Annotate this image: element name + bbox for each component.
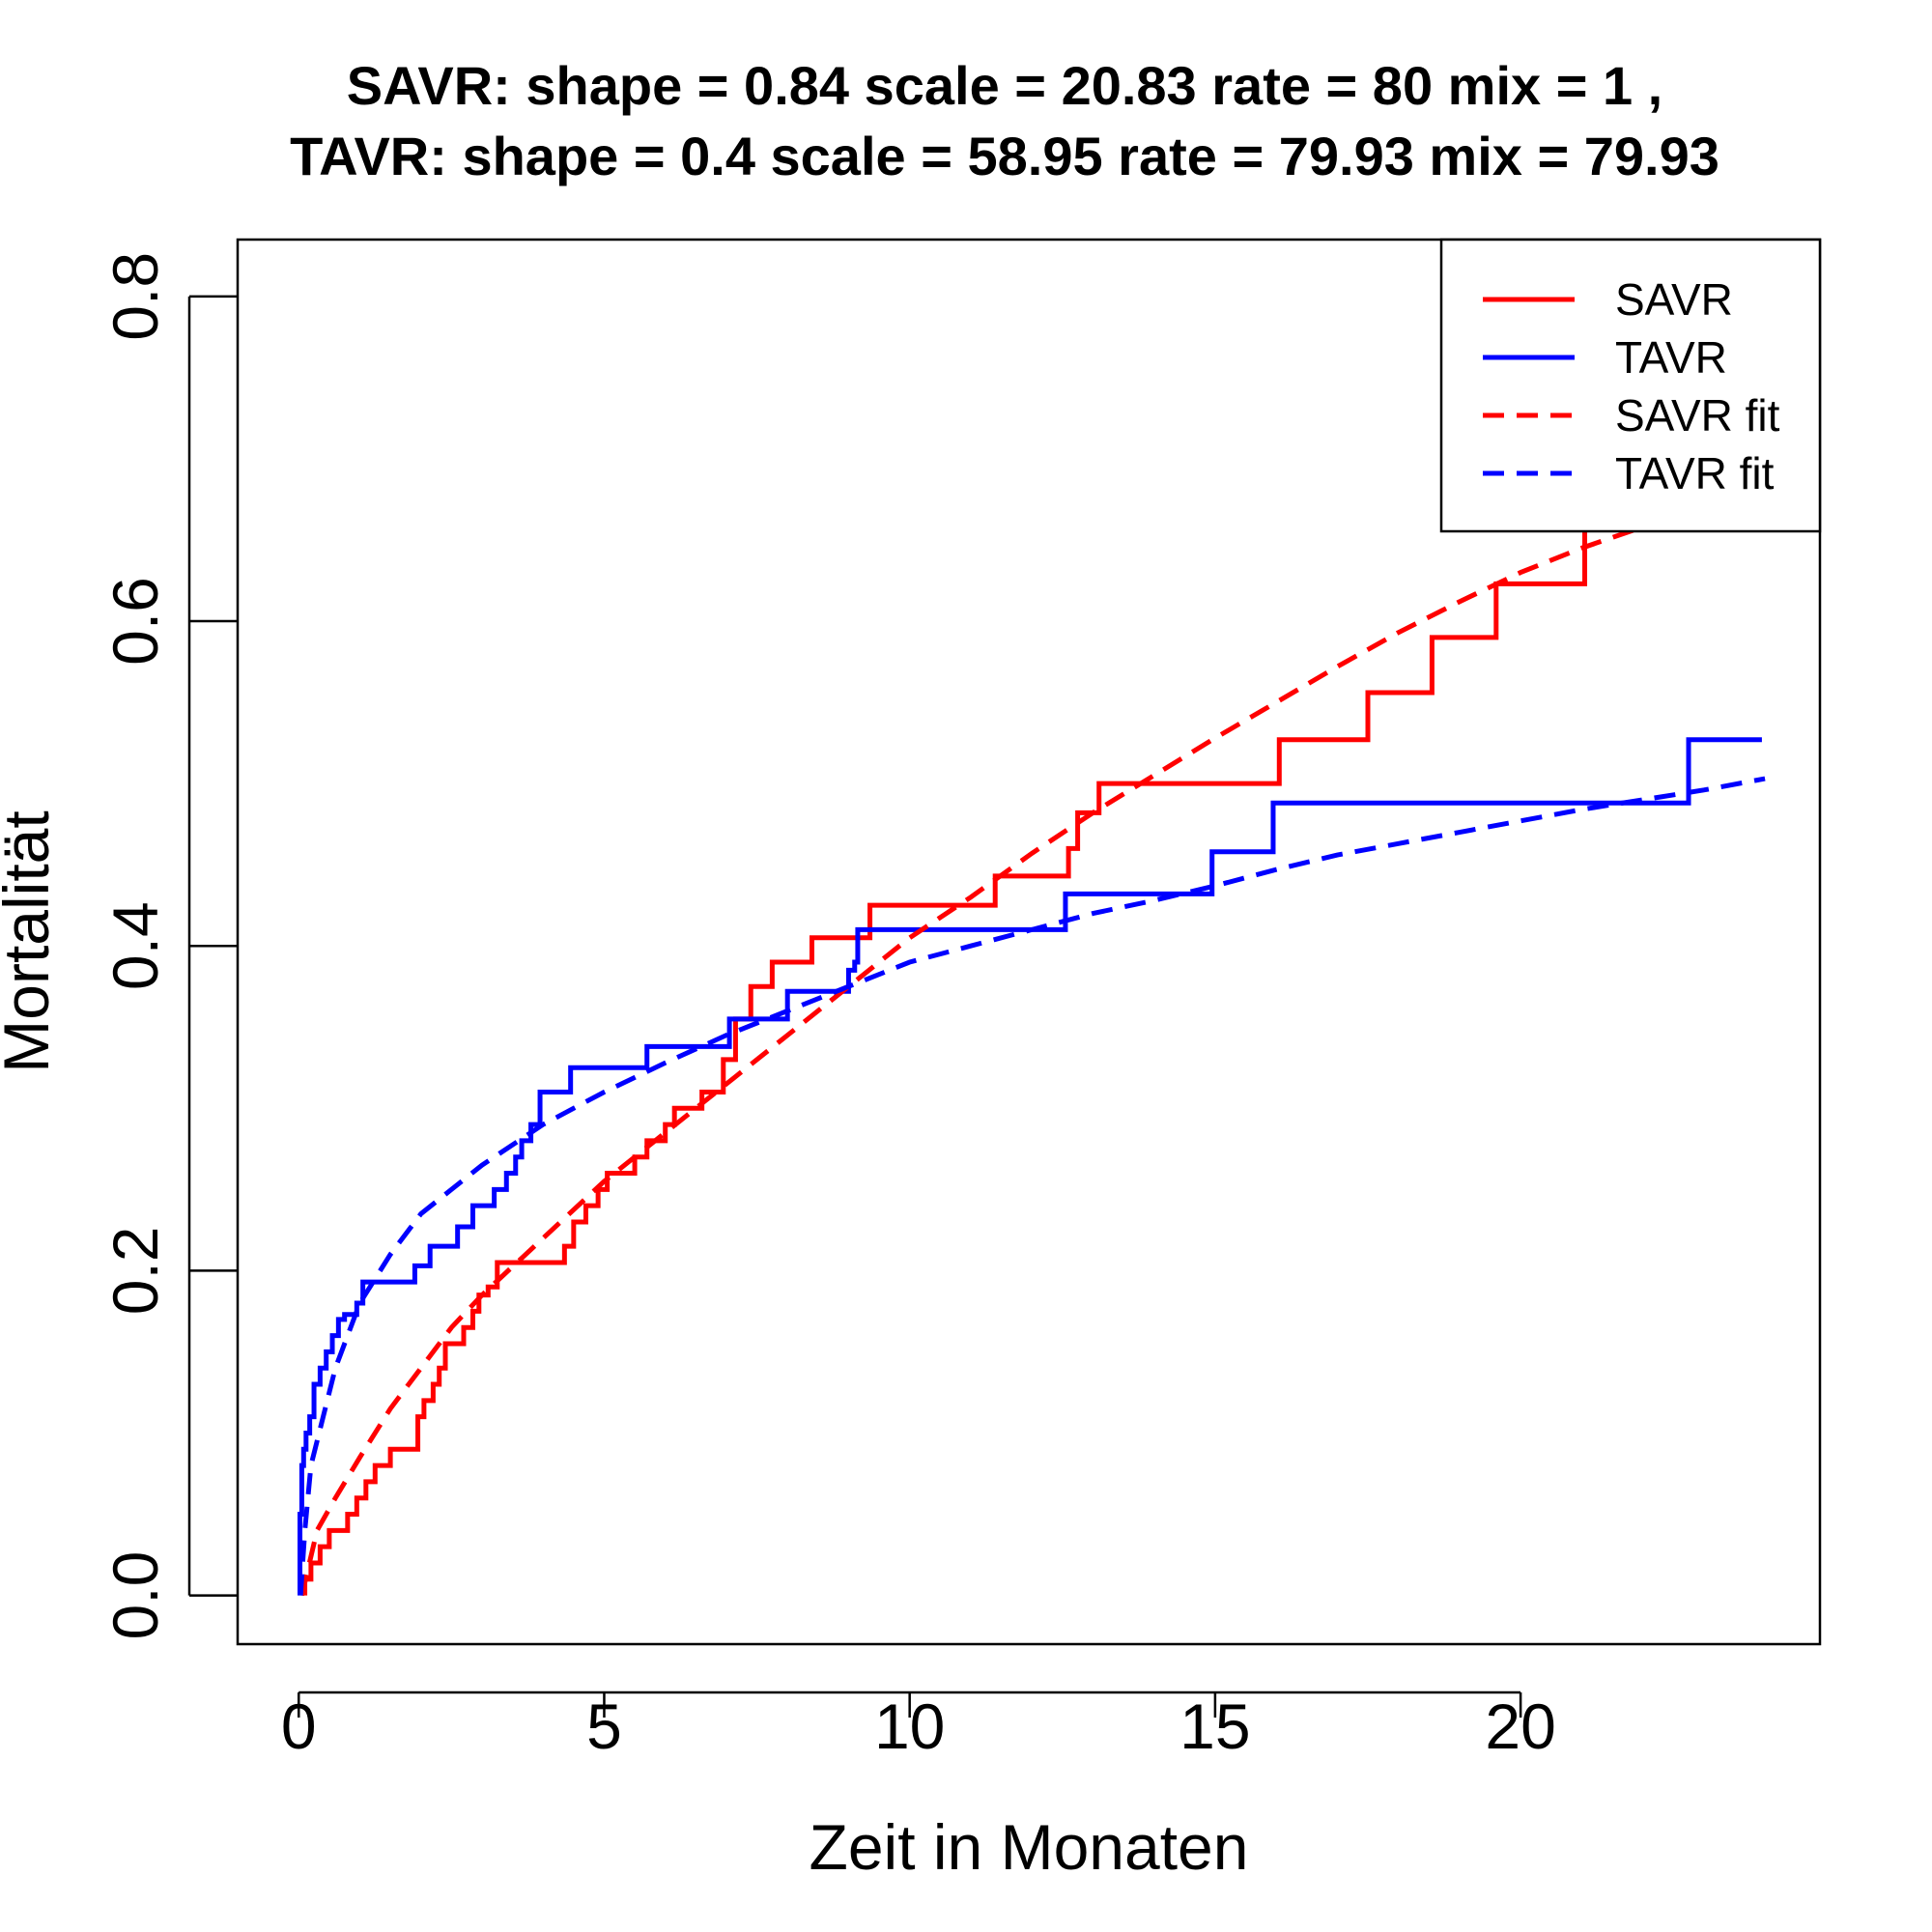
chart-title-line-2: TAVR: shape = 0.4 scale = 58.95 rate = 7… (290, 126, 1719, 186)
y-axis: 0.0 0.2 0.4 0.6 0.8 (99, 252, 238, 1639)
legend-label-tavr-fit: TAVR fit (1615, 448, 1775, 498)
legend-box (1439, 238, 1822, 533)
y-tick-label: 0.4 (99, 901, 171, 990)
y-tick-label: 0.0 (99, 1551, 171, 1640)
legend-label-savr-fit: SAVR fit (1615, 390, 1780, 440)
y-tick-label: 0.8 (99, 252, 171, 341)
x-tick-label: 10 (874, 1690, 945, 1762)
series-tavr-fit (298, 776, 1766, 1596)
x-tick-label: 15 (1179, 1690, 1250, 1762)
legend: SAVR TAVR SAVR fit TAVR fit (1439, 238, 1822, 533)
x-axis: 0 5 10 15 20 (281, 1690, 1556, 1762)
series-savr-fit (298, 521, 1692, 1597)
plot-frame (236, 238, 1822, 1646)
x-tick-label: 5 (586, 1690, 622, 1762)
legend-label-tavr: TAVR (1615, 332, 1727, 383)
x-tick-label: 20 (1485, 1690, 1555, 1762)
series-tavr (298, 737, 1762, 1596)
series-layer (298, 520, 1766, 1597)
series-savr (302, 520, 1588, 1596)
legend-label-savr: SAVR (1615, 274, 1733, 325)
y-tick-label: 0.2 (99, 1227, 171, 1316)
x-axis-title: Zeit in Monaten (810, 1811, 1249, 1883)
y-tick-label: 0.6 (99, 577, 171, 666)
x-tick-label: 0 (281, 1690, 317, 1762)
chart-title-line-1: SAVR: shape = 0.84 scale = 20.83 rate = … (347, 55, 1662, 116)
y-axis-title: Mortalität (0, 810, 62, 1072)
